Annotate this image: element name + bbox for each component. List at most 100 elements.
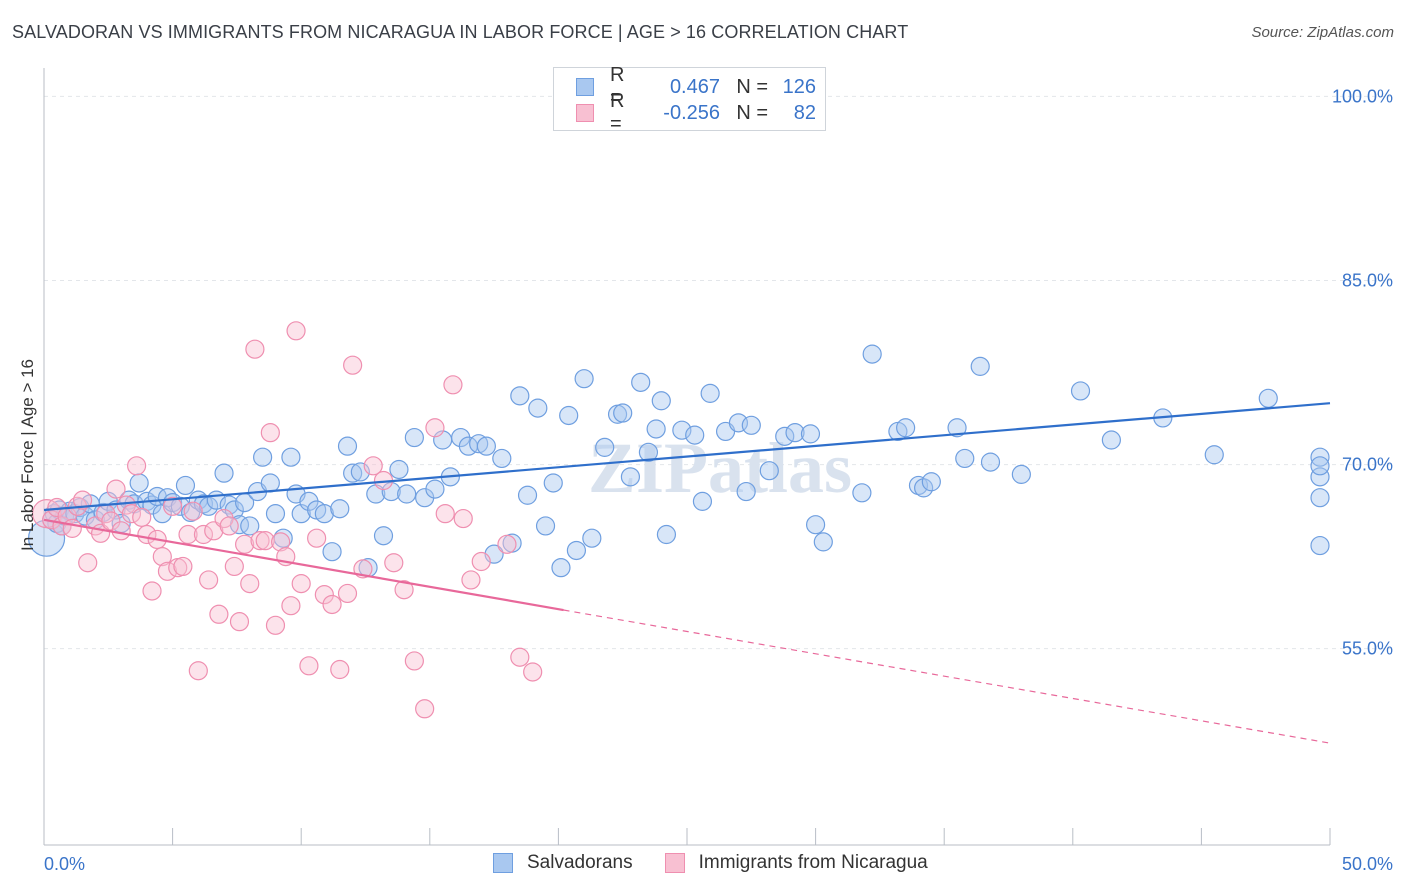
salvadorans-point (404, 427, 424, 448)
salvadorans-point (620, 467, 641, 487)
salvadorans-point (175, 475, 196, 496)
salvadorans-point (980, 452, 1001, 472)
nicaragua-point (193, 524, 214, 545)
legend-item-salvadorans: Salvadorans (493, 852, 633, 874)
r-label: R = (610, 90, 625, 135)
nicaragua-point (307, 528, 327, 548)
chart-source: Source: ZipAtlas.com (1251, 24, 1394, 41)
salvadorans-point (852, 483, 872, 503)
salvadorans-point (492, 448, 512, 469)
salvadorans-point (1011, 464, 1031, 484)
salvadorans-point (214, 463, 234, 483)
y-tick-label: 100.0% (1332, 86, 1393, 106)
salvadorans-point (775, 426, 795, 446)
nicaragua-point (343, 355, 363, 375)
trend-lines (43, 402, 1331, 744)
r-label: R = (610, 64, 625, 109)
legend-label: Salvadorans (527, 852, 633, 873)
nicaragua-point (286, 321, 306, 341)
nicaragua-point (415, 699, 435, 719)
nicaragua-point (453, 508, 473, 529)
salvadorans-point (551, 558, 571, 578)
salvadorans-point (651, 391, 671, 411)
nicaragua-trend-line (43, 518, 564, 612)
n-label: N = (736, 75, 768, 98)
nicaragua-point (101, 511, 121, 531)
salvadorans-point (700, 383, 720, 403)
nicaragua-point (126, 456, 147, 476)
salvadorans-point (476, 436, 496, 456)
nicaragua-point (173, 556, 193, 577)
nicaragua-point (183, 501, 203, 521)
nicaragua-point (363, 456, 383, 476)
nicaragua-point (461, 570, 481, 590)
salvadorans-trend-line (43, 402, 1331, 512)
salvadorans-point (528, 398, 548, 418)
nicaragua-point (152, 547, 172, 567)
nicaragua-point (523, 662, 543, 682)
nicaragua-point (132, 507, 152, 527)
salvadorans-point (672, 420, 692, 440)
salvadorans-points (27, 344, 1330, 578)
nicaragua-point (337, 583, 358, 604)
nicaragua-point (425, 418, 445, 438)
nicaragua-point (111, 521, 131, 541)
salvadorans-point (314, 504, 334, 524)
salvadorans-point (759, 461, 779, 481)
nicaragua-point (178, 524, 198, 545)
salvadorans-point (535, 516, 556, 536)
salvadorans-point (613, 403, 633, 423)
y-axis-label: In Labor Force | Age > 16 (18, 359, 37, 551)
salvadorans-point (253, 447, 273, 467)
salvadorans-point (1204, 445, 1224, 465)
nicaragua-legend-swatch (664, 853, 685, 873)
salvadorans-point (1101, 430, 1121, 450)
nicaragua-point (62, 518, 82, 538)
salvadorans-point (330, 499, 350, 519)
nicaragua-point (471, 551, 491, 572)
axes (43, 68, 1331, 846)
nicaragua-point (330, 659, 350, 680)
stats-row-nicaragua: R = -0.256 N = 82 (576, 90, 816, 135)
salvadorans-point (425, 479, 445, 499)
salvadorans-point (741, 415, 761, 435)
salvadorans-point (908, 475, 929, 496)
salvadorans-point (291, 504, 311, 524)
nicaragua-point (299, 656, 319, 676)
salvadorans-point (260, 473, 280, 493)
salvadorans-point (914, 478, 934, 498)
nicaragua-point (245, 339, 265, 359)
gridlines (44, 95, 1395, 650)
salvadorans-point (265, 504, 286, 524)
salvadorans-point (955, 448, 975, 469)
nicaragua-point (240, 574, 260, 594)
salvadorans-point (517, 485, 538, 505)
salvadorans-point (373, 526, 394, 546)
salvadorans-point (921, 472, 941, 492)
nicaragua-point (229, 612, 250, 632)
salvadorans-point (1310, 467, 1330, 487)
salvadorans-point (1310, 535, 1330, 556)
nicaragua-point (72, 490, 93, 510)
salvadorans-point (656, 524, 677, 545)
salvadorans-point (559, 405, 579, 426)
nicaragua-point (224, 556, 244, 577)
series-legend: Salvadorans Immigrants from Nicaragua (493, 852, 960, 874)
salvadorans-point (1310, 488, 1330, 508)
nicaragua-point (209, 604, 229, 624)
stats-row-salvadorans: R = 0.467 N = 126 (576, 64, 816, 109)
nicaragua-point (291, 574, 311, 594)
nicaragua-point (435, 504, 455, 524)
x-tick-label: 50.0% (1342, 854, 1393, 874)
nicaragua-point (271, 532, 291, 552)
salvadorans-point (692, 491, 713, 511)
legend-label: Immigrants from Nicaragua (698, 852, 928, 873)
n-value: 126 (782, 75, 816, 98)
nicaragua-point (199, 570, 219, 590)
nicaragua-point (219, 516, 239, 536)
salvadorans-point (813, 532, 833, 552)
salvadorans-point (510, 386, 530, 406)
nicaragua-point (163, 496, 183, 516)
salvadorans-point (862, 344, 882, 364)
nicaragua-point (265, 615, 286, 635)
